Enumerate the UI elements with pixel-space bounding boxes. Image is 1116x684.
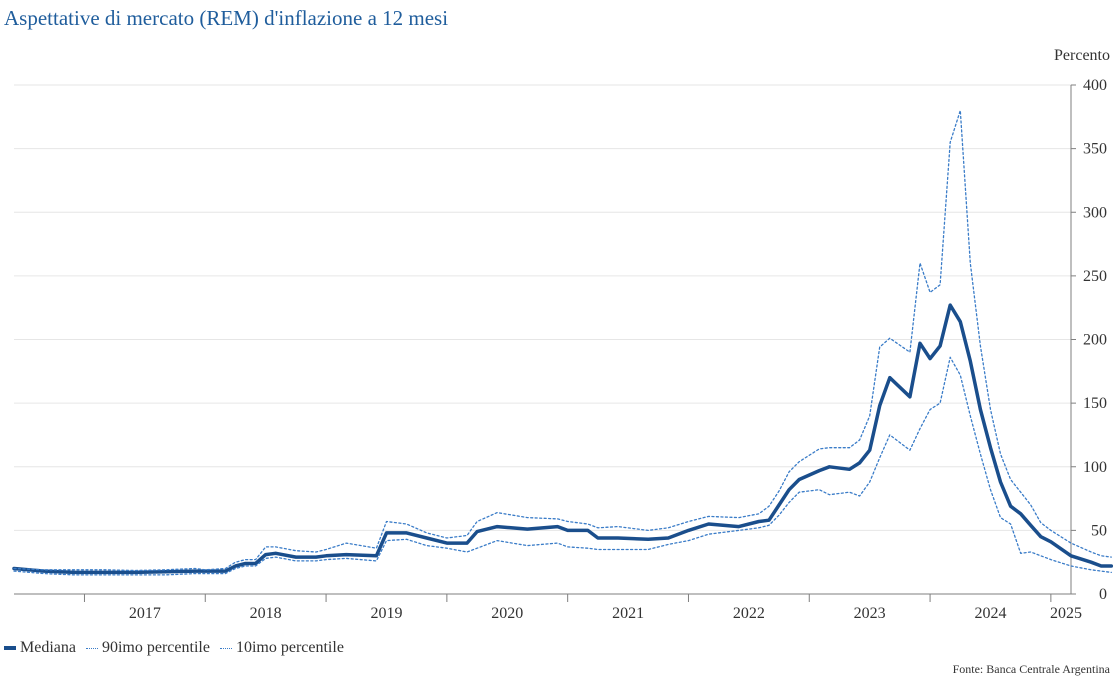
x-tick-label: 2018 bbox=[250, 605, 282, 622]
y-tick-label: 0 bbox=[1099, 586, 1107, 603]
x-tick-label: 2017 bbox=[129, 605, 161, 622]
y-tick-label: 100 bbox=[1083, 459, 1107, 476]
gridlines bbox=[14, 84, 1071, 531]
legend-label: 10imo percentile bbox=[235, 639, 344, 656]
axes bbox=[14, 84, 1076, 602]
x-tick-label: 2023 bbox=[854, 605, 886, 622]
x-tick-label: 2024 bbox=[974, 605, 1006, 622]
tick-labels: 0 50 100 150 200 250 300 350 400 2017 2018 2019 2020… bbox=[129, 77, 1107, 622]
y-tick-label: 300 bbox=[1083, 204, 1107, 221]
legend-swatch-solid bbox=[4, 646, 16, 650]
legend-label: 90imo percentile bbox=[101, 639, 210, 656]
source-note: Fonte: Banca Centrale Argentina bbox=[952, 662, 1110, 676]
y-tick-label: 250 bbox=[1083, 268, 1107, 285]
y-tick-label: 150 bbox=[1083, 395, 1107, 412]
legend-swatch-dotted bbox=[85, 647, 98, 649]
y-tick-label: 400 bbox=[1083, 77, 1107, 94]
x-tick-label: 2021 bbox=[612, 605, 644, 622]
x-tick-label: 2019 bbox=[370, 605, 402, 622]
series-line-p90 bbox=[13, 109, 1112, 572]
legend-swatch-dotted bbox=[219, 647, 232, 649]
y-tick-label: 350 bbox=[1083, 141, 1107, 158]
x-tick-label: 2025 bbox=[1050, 605, 1082, 622]
chart-title: Aspettative di mercato (REM) d'inflazion… bbox=[4, 6, 449, 30]
y-tick-label: 200 bbox=[1083, 332, 1107, 349]
y-axis-unit-label: Percento bbox=[1054, 47, 1110, 64]
legend-item-median: Mediana bbox=[4, 639, 76, 657]
legend-item-p10: 10imo percentile bbox=[219, 639, 344, 657]
series-line-median bbox=[12, 303, 1114, 575]
legend: Mediana 90imo percentile 10imo percentil… bbox=[4, 639, 354, 657]
legend-label: Mediana bbox=[20, 639, 76, 656]
x-tick-label: 2020 bbox=[491, 605, 523, 622]
y-tick-label: 50 bbox=[1091, 522, 1107, 539]
series-line-p10 bbox=[13, 356, 1112, 576]
legend-item-p90: 90imo percentile bbox=[85, 639, 210, 657]
series-lines bbox=[12, 109, 1114, 576]
x-tick-label: 2022 bbox=[733, 605, 765, 622]
